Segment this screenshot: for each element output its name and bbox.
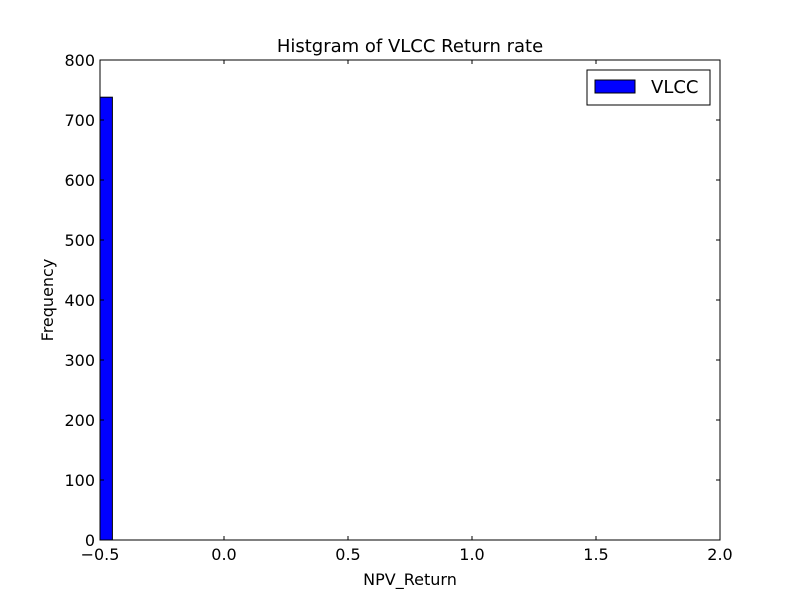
x-tick-label: −0.5 <box>81 545 120 564</box>
y-tick-label: 800 <box>64 51 95 70</box>
x-tick-label: 1.0 <box>459 545 484 564</box>
y-tick-label: 400 <box>64 291 95 310</box>
legend-label-vlcc: VLCC <box>651 77 698 98</box>
x-tick-label: 0.5 <box>335 545 360 564</box>
y-tick-label: 600 <box>64 171 95 190</box>
legend: VLCC <box>586 69 711 106</box>
x-tick-label: 0.0 <box>211 545 236 564</box>
bars-layer <box>99 96 113 541</box>
chart-title: Histgram of VLCC Return rate <box>277 36 543 57</box>
x-tick-label: 1.5 <box>583 545 608 564</box>
bar-vlcc-0 <box>99 96 113 541</box>
tick-labels: −0.5 0.0 0.5 1.0 1.5 2.0 0 100 200 300 400 500 600 70… <box>64 51 732 564</box>
y-tick-label: 500 <box>64 231 95 250</box>
y-tick-label: 0 <box>85 531 95 550</box>
legend-swatch-vlcc <box>594 79 636 94</box>
y-tick-label: 100 <box>64 471 95 490</box>
y-axis-label: Frequency <box>38 259 57 342</box>
x-tick-label: 2.0 <box>707 545 732 564</box>
y-tick-label: 200 <box>64 411 95 430</box>
plot-frame <box>99 59 721 541</box>
y-tick-label: 300 <box>64 351 95 370</box>
y-tick-label: 700 <box>64 111 95 130</box>
x-axis-label: NPV_Return <box>363 570 457 590</box>
